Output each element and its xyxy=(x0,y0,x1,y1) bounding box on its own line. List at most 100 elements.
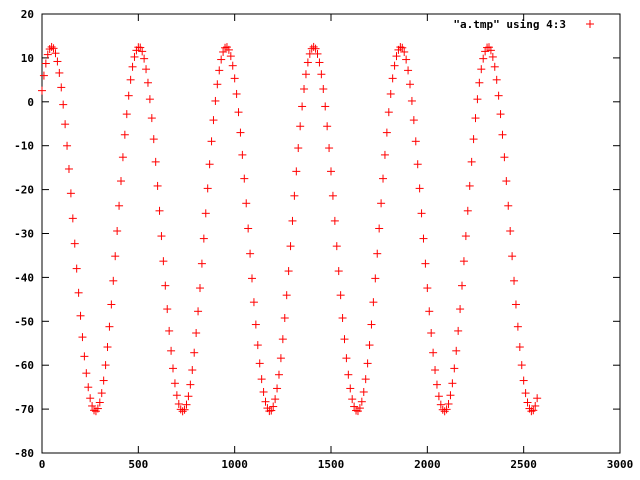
data-point xyxy=(63,141,72,150)
data-point xyxy=(431,366,440,375)
data-point xyxy=(105,322,114,331)
data-point xyxy=(440,407,449,416)
y-tick-label: -40 xyxy=(14,271,34,284)
data-point xyxy=(170,379,179,388)
x-tick-label: 0 xyxy=(39,458,46,471)
data-point xyxy=(388,74,397,83)
data-point xyxy=(172,391,181,400)
data-point xyxy=(90,406,99,415)
data-point xyxy=(249,298,258,307)
data-point xyxy=(300,85,309,94)
data-point xyxy=(448,379,457,388)
data-point xyxy=(224,45,233,54)
data-point xyxy=(184,392,193,401)
data-point xyxy=(215,66,224,75)
data-point xyxy=(407,96,416,105)
x-axis-tick-labels: 0 500 1000 1500 2000 2500 3000 xyxy=(39,458,634,471)
data-point xyxy=(82,369,91,378)
x-tick-label: 2000 xyxy=(414,458,441,471)
data-point xyxy=(500,153,509,162)
data-point xyxy=(213,80,222,89)
data-point xyxy=(203,184,212,193)
data-point xyxy=(436,400,445,409)
data-point xyxy=(209,116,218,125)
data-point xyxy=(186,380,195,389)
x-tick-label: 1000 xyxy=(221,458,248,471)
data-point xyxy=(363,359,372,368)
data-point xyxy=(336,291,345,300)
data-point xyxy=(242,199,251,208)
data-point xyxy=(296,122,305,131)
data-point xyxy=(477,65,486,74)
data-point xyxy=(284,267,293,276)
data-point xyxy=(344,370,353,379)
data-point xyxy=(432,380,441,389)
data-point xyxy=(78,333,87,342)
data-point xyxy=(147,114,156,123)
series-points xyxy=(38,42,542,416)
data-point xyxy=(323,122,332,131)
data-point xyxy=(259,387,268,396)
data-point xyxy=(400,47,409,56)
data-point xyxy=(529,406,538,415)
data-point xyxy=(473,95,482,104)
data-point xyxy=(382,128,391,137)
data-point xyxy=(253,341,262,350)
data-point xyxy=(309,42,318,51)
data-point xyxy=(303,58,312,67)
data-point xyxy=(459,257,468,266)
data-point xyxy=(211,96,220,105)
data-point xyxy=(419,234,428,243)
data-point xyxy=(240,174,249,183)
data-point xyxy=(190,348,199,357)
data-point xyxy=(201,209,210,218)
data-point xyxy=(301,70,310,79)
data-point xyxy=(120,130,129,139)
data-point xyxy=(452,346,461,355)
data-point xyxy=(51,49,60,58)
data-point xyxy=(377,199,386,208)
data-point xyxy=(207,137,216,146)
data-point xyxy=(161,281,170,290)
data-point xyxy=(429,348,438,357)
data-point xyxy=(328,191,337,200)
data-point xyxy=(109,276,118,285)
data-point xyxy=(450,364,459,373)
data-point xyxy=(236,128,245,137)
x-tick-label: 2500 xyxy=(510,458,537,471)
data-point xyxy=(515,343,524,352)
data-point xyxy=(292,167,301,176)
data-point xyxy=(519,376,528,385)
data-point xyxy=(39,71,48,80)
data-point xyxy=(527,407,536,416)
y-tick-label: 20 xyxy=(21,8,34,21)
data-point xyxy=(379,174,388,183)
data-point xyxy=(38,86,46,95)
data-point xyxy=(45,45,54,54)
data-point xyxy=(465,181,474,190)
y-tick-label: 0 xyxy=(27,96,34,109)
data-point xyxy=(282,291,291,300)
data-point xyxy=(286,242,295,251)
data-point xyxy=(248,274,257,283)
data-point xyxy=(475,78,484,87)
data-point xyxy=(267,406,276,415)
data-point xyxy=(504,201,513,210)
data-point xyxy=(340,335,349,344)
data-point xyxy=(143,78,152,87)
data-point xyxy=(334,267,343,276)
data-point xyxy=(178,407,187,416)
y-tick-label: -70 xyxy=(14,403,34,416)
data-point xyxy=(182,400,191,409)
data-point xyxy=(508,252,517,261)
data-point xyxy=(463,206,472,215)
legend-plus-marker xyxy=(586,20,594,28)
legend-marker xyxy=(586,20,594,28)
data-point xyxy=(523,398,532,407)
x-tick-label: 3000 xyxy=(607,458,634,471)
data-point xyxy=(313,49,322,58)
data-point xyxy=(502,177,511,186)
data-point xyxy=(126,75,135,84)
data-point xyxy=(274,370,283,379)
data-point xyxy=(434,392,443,401)
